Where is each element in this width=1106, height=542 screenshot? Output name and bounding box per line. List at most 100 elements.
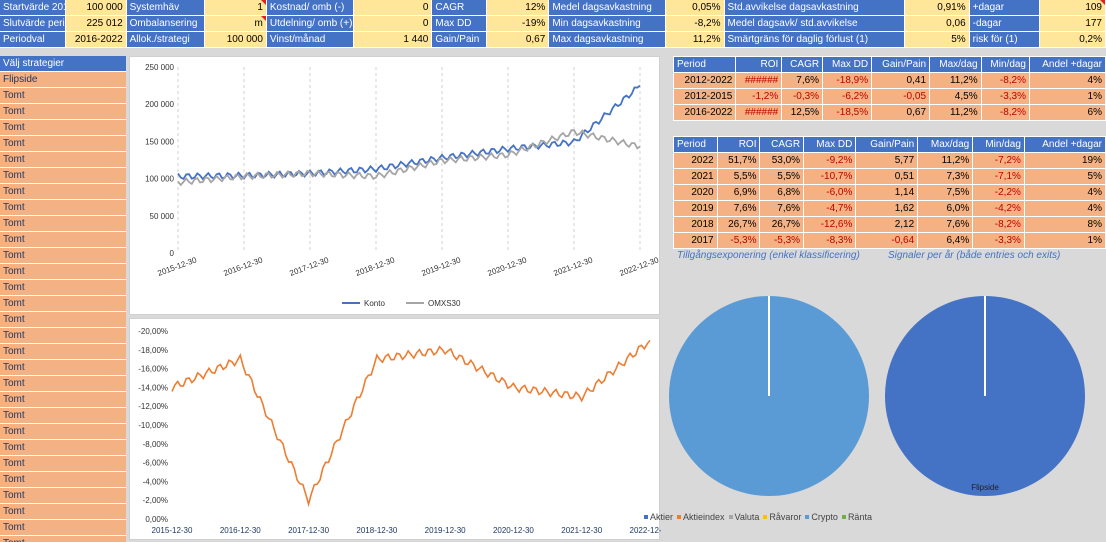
sidebar-item[interactable]: Tomt — [0, 360, 126, 376]
table-cell: 53,0% — [759, 152, 805, 169]
sidebar-item[interactable]: Tomt — [0, 104, 126, 120]
sidebar-item[interactable]: Tomt — [0, 504, 126, 520]
header-row: Startvärde 2012100 000Systemhäv1Kostnad/… — [0, 0, 1106, 16]
header-value[interactable]: -19% — [486, 16, 550, 32]
sidebar-item[interactable]: Tomt — [0, 488, 126, 504]
exposure-title: Tillgångsexponering (enkel klassificerin… — [677, 250, 860, 261]
x-tick-label: 2015-12-30 — [152, 526, 193, 535]
sidebar-item[interactable]: Tomt — [0, 536, 126, 542]
table-header: ROI — [735, 56, 783, 73]
header-label: Medel dagsavkastning — [549, 0, 667, 16]
table-header-row: Period ROI CAGR Max DD Gain/Pain Max/dag Min/d… — [672, 56, 1106, 73]
header-value[interactable]: 0,2% — [1039, 32, 1106, 48]
sidebar-item[interactable]: Tomt — [0, 296, 126, 312]
header-label: +dagar — [969, 0, 1040, 16]
header-value[interactable]: 0,06 — [905, 16, 970, 32]
header-value[interactable]: 5% — [905, 32, 970, 48]
sidebar-item[interactable]: Tomt — [0, 264, 126, 280]
table-header: Gain/Pain — [871, 56, 931, 73]
y-tick-label: -12,00% — [138, 402, 168, 411]
header-row: Periodval 2016-2022 Allok./strategi 100 000… — [0, 32, 1106, 48]
sidebar-item[interactable]: Tomt — [0, 184, 126, 200]
header-value[interactable]: 100 000 — [66, 0, 127, 16]
table-cell: 6,9% — [716, 184, 761, 201]
sidebar-item[interactable]: Flipside — [0, 72, 126, 88]
header-value[interactable]: -8,2% — [666, 16, 725, 32]
summary-header: Startvärde 2012100 000Systemhäv1Kostnad/… — [0, 0, 1106, 48]
sidebar-item[interactable]: Tomt — [0, 520, 126, 536]
table-row: 2019 7,6% 7,6% -4,7% 1,62 6,0% -4,2% 4% — [673, 200, 1106, 217]
table-cell: 11,2% — [917, 152, 974, 169]
header-value[interactable]: 225 012 — [66, 16, 127, 32]
header-value[interactable]: 2016-2022 — [66, 32, 127, 48]
header-value[interactable]: m — [204, 16, 267, 32]
table-cell: -0,64 — [855, 232, 919, 249]
table-cell: 7,6% — [781, 72, 824, 89]
period-table: Period ROI CAGR Max DD Gain/Pain Max/dag Min/d… — [672, 56, 1106, 121]
table-cell: -9,2% — [803, 152, 857, 169]
sidebar-item[interactable]: Tomt — [0, 408, 126, 424]
table-cell: -1,2% — [735, 88, 783, 105]
table-cell: 2019 — [673, 200, 718, 217]
header-value[interactable]: 11,2% — [666, 32, 725, 48]
table-cell: -7,1% — [972, 168, 1025, 185]
signals-title: Signaler per år (både entries och exits) — [888, 250, 1061, 261]
sidebar-item[interactable]: Tomt — [0, 168, 126, 184]
header-value[interactable]: 100 000 — [204, 32, 267, 48]
drawdown-chart[interactable]: 0,00% -2,00% -4,00% -6,00% -8,00% -10,00% -12,… — [129, 318, 671, 540]
header-value[interactable]: 109 — [1039, 0, 1106, 16]
table-cell: ###### — [735, 104, 783, 121]
signals-pie[interactable]: Flipside — [884, 294, 1090, 504]
sidebar-item[interactable]: Tomt — [0, 456, 126, 472]
header-value[interactable]: 1 440 — [354, 32, 433, 48]
sidebar-item[interactable]: Tomt — [0, 232, 126, 248]
table-cell: 6,0% — [917, 200, 974, 217]
sidebar-item[interactable]: Tomt — [0, 328, 126, 344]
table-row: 2017 -5,3% -5,3% -8,3% -0,64 6,4% -3,3% 1% — [673, 232, 1106, 249]
sidebar-item[interactable]: Tomt — [0, 440, 126, 456]
sidebar-item[interactable]: Tomt — [0, 392, 126, 408]
sidebar-item[interactable]: Tomt — [0, 136, 126, 152]
sidebar-item[interactable]: Tomt — [0, 200, 126, 216]
sidebar-item[interactable]: Tomt — [0, 376, 126, 392]
table-cell: 2012-2015 — [672, 88, 737, 105]
header-label: Startvärde 2012 — [0, 0, 67, 16]
table-row: 2018 26,7% 26,7% -12,6% 2,12 7,6% -8,2% 8% — [673, 216, 1106, 233]
header-value[interactable]: 0 — [354, 0, 433, 16]
sidebar-item[interactable]: Tomt — [0, 248, 126, 264]
header-label: Ombalansering — [126, 16, 205, 32]
header-value[interactable]: 0,05% — [666, 0, 725, 16]
header-value[interactable]: 0,91% — [905, 0, 970, 16]
header-value[interactable]: 0,67 — [486, 32, 550, 48]
table-cell: 1% — [1023, 232, 1106, 249]
header-value[interactable]: 12% — [486, 0, 550, 16]
sidebar-item[interactable]: Tomt — [0, 152, 126, 168]
sidebar-item[interactable]: Tomt — [0, 344, 126, 360]
table-cell: 5,5% — [759, 168, 805, 185]
x-tick-label: 2022-12-30 — [618, 255, 660, 278]
header-value[interactable]: 0 — [354, 16, 433, 32]
table-header: ROI — [716, 136, 761, 153]
sidebar-item[interactable]: Tomt — [0, 88, 126, 104]
legend-dot — [763, 515, 768, 520]
sidebar-item[interactable]: Tomt — [0, 424, 126, 440]
x-tick-label: 2016-12-30 — [222, 255, 264, 278]
header-value[interactable]: 177 — [1039, 16, 1106, 32]
sidebar-item[interactable]: Tomt — [0, 312, 126, 328]
table-cell: 8% — [1023, 216, 1106, 233]
table-cell: 11,2% — [929, 72, 982, 89]
sidebar-item[interactable]: Tomt — [0, 472, 126, 488]
y-tick-label: -2,00% — [143, 496, 168, 505]
equity-chart[interactable]: 0 50 000 100 000 150 000 200 000 250 000 2015-… — [129, 56, 660, 315]
sidebar-item[interactable]: Tomt — [0, 120, 126, 136]
header-label: Kostnad/ omb (-) — [266, 0, 355, 16]
table-cell: 7,6% — [716, 200, 761, 217]
exposure-pie[interactable] — [668, 294, 874, 504]
header-label: Max dagsavkastning — [549, 32, 667, 48]
sidebar-item[interactable]: Tomt — [0, 280, 126, 296]
legend-label: Råvaror — [769, 512, 802, 522]
header-value[interactable]: 1 — [204, 0, 267, 16]
x-tick-label: 2017-12-30 — [288, 526, 329, 535]
table-cell: 0,67 — [871, 104, 931, 121]
sidebar-item[interactable]: Tomt — [0, 216, 126, 232]
